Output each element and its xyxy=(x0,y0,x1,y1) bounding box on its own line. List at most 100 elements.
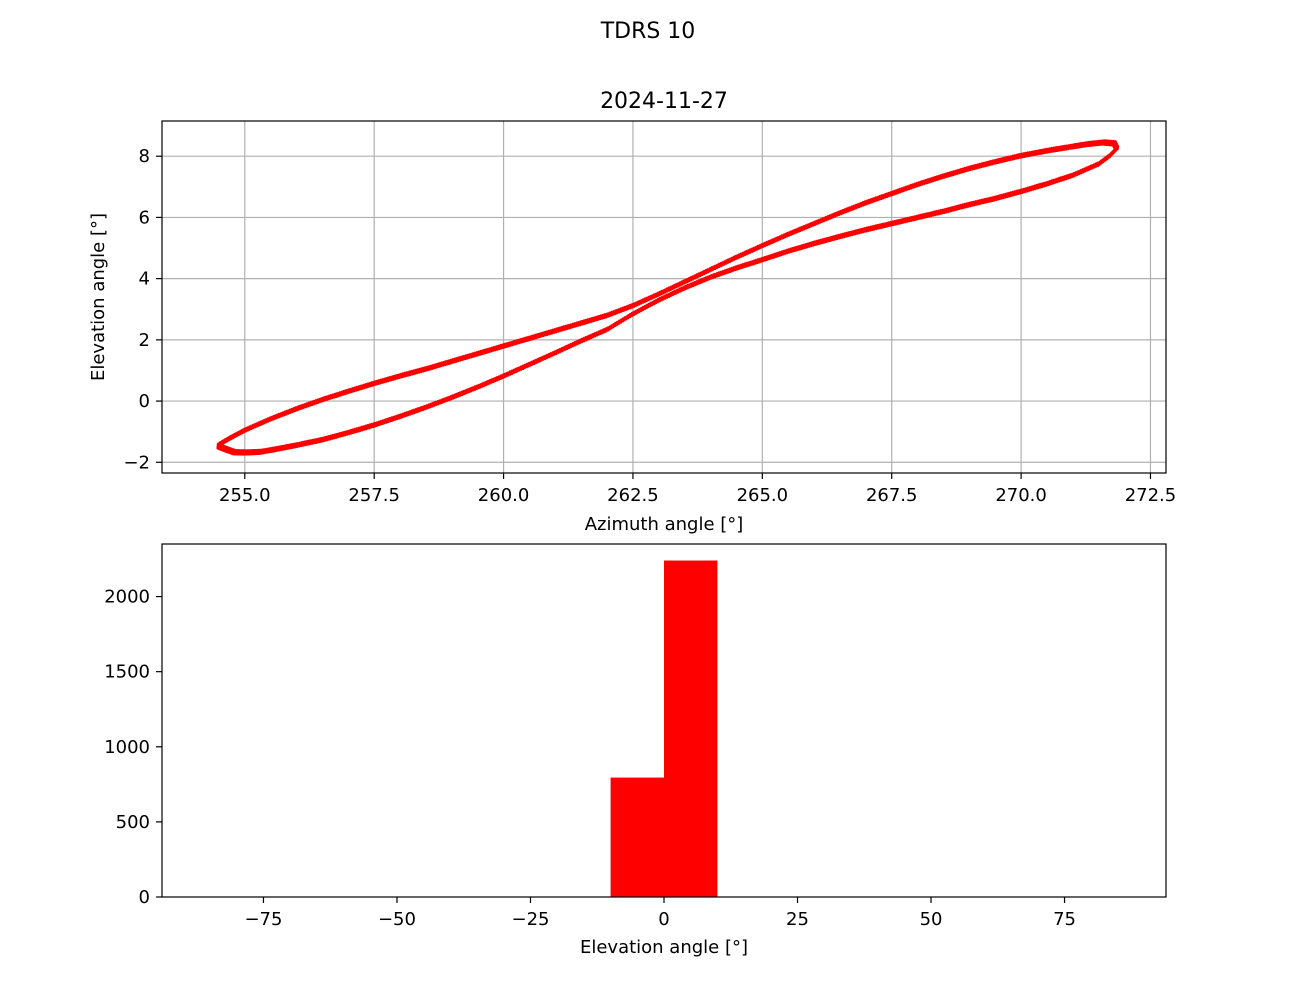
scatter-frame xyxy=(161,120,1167,474)
scatter-point xyxy=(863,200,868,205)
scatter-point xyxy=(1018,189,1024,194)
scatter-y-tick-label: 0 xyxy=(139,391,150,412)
scatter-point xyxy=(221,446,227,451)
histogram-x-tick-label: 75 xyxy=(1053,909,1076,930)
scatter-point xyxy=(1044,148,1050,153)
scatter-point xyxy=(1101,140,1107,145)
scatter-point xyxy=(579,320,584,326)
scatter-point xyxy=(372,422,377,428)
histogram-y-tick-label: 1000 xyxy=(104,737,150,758)
scatter-point xyxy=(1070,173,1076,178)
scatter-point xyxy=(320,437,325,442)
scatter-point xyxy=(423,366,429,372)
scatter-x-tick-label: 255.0 xyxy=(219,485,271,506)
scatter-point xyxy=(1106,154,1112,159)
scatter-point xyxy=(449,359,454,364)
scatter-point xyxy=(619,318,623,322)
scatter-point xyxy=(734,255,739,260)
scatter-point xyxy=(630,311,636,316)
scatter-y-tick-label: 8 xyxy=(139,146,150,167)
scatter-point xyxy=(760,243,765,248)
scatter-point xyxy=(346,430,351,435)
scatter-point xyxy=(475,351,480,356)
scatter-point xyxy=(786,248,791,254)
scatter-point xyxy=(1114,146,1120,151)
scatter-point xyxy=(863,227,868,232)
scatter-point xyxy=(656,297,661,303)
scatter-point xyxy=(423,405,429,410)
scatter-point xyxy=(708,267,713,272)
scatter-point xyxy=(242,427,247,433)
scatter-point xyxy=(889,191,894,196)
scatter-point xyxy=(397,414,403,419)
scatter-y-tick-label: 2 xyxy=(139,330,150,351)
scatter-y-tick-label: −2 xyxy=(123,452,150,473)
scatter-point xyxy=(527,362,532,367)
histogram-x-tick-label: 0 xyxy=(658,909,669,930)
scatter-point xyxy=(889,221,894,226)
scatter-point xyxy=(346,389,351,394)
scatter-point xyxy=(1018,153,1024,158)
scatter-x-ticks: 255.0 257.5 260.0 262.5 265.0 267.5 270.0 272.5 xyxy=(219,473,1176,506)
histogram-y-tick-label: 500 xyxy=(116,812,150,833)
scatter-point xyxy=(630,303,636,308)
scatter-point xyxy=(501,373,506,379)
scatter-point xyxy=(1044,181,1050,186)
figure-suptitle: TDRS 10 xyxy=(600,19,696,44)
scatter-axes: 2024-11-27 255.0 257.5 260.0 262.5 265.0 267.… xyxy=(88,89,1176,535)
scatter-point xyxy=(579,338,584,343)
scatter-point xyxy=(967,202,972,207)
histogram-x-tick-label: −25 xyxy=(511,909,549,930)
histogram-y-ticks: 0 500 1000 1500 2000 xyxy=(104,587,162,908)
scatter-point xyxy=(610,324,614,327)
scatter-point xyxy=(811,221,817,226)
histogram-axes: −75 −50 −25 0 25 50 75 0 500 1000 1500 2000 Elevat… xyxy=(104,543,1167,958)
scatter-point xyxy=(915,215,920,220)
scatter-x-tick-label: 262.5 xyxy=(607,485,659,506)
scatter-point xyxy=(915,182,920,187)
scatter-y-tick-label: 6 xyxy=(139,207,150,228)
scatter-point xyxy=(1086,141,1091,147)
scatter-x-tick-label: 260.0 xyxy=(478,485,530,506)
scatter-point xyxy=(258,449,263,455)
scatter-point xyxy=(553,328,558,333)
scatter-point xyxy=(616,320,619,324)
scatter-point xyxy=(708,274,713,280)
scatter-point xyxy=(993,159,998,164)
scatter-point xyxy=(1096,161,1101,167)
histogram-x-tick-label: 50 xyxy=(920,909,943,930)
histogram-x-tick-label: −75 xyxy=(244,909,282,930)
histogram-y-tick-label: 0 xyxy=(139,887,150,908)
scatter-point xyxy=(1070,144,1076,149)
histogram-y-tick-label: 2000 xyxy=(104,587,150,608)
scatter-point xyxy=(501,343,506,349)
scatter-point xyxy=(216,442,222,447)
scatter-x-tick-label: 270.0 xyxy=(995,485,1047,506)
histogram-bar xyxy=(664,560,718,897)
histogram-x-tick-label: −50 xyxy=(378,909,416,930)
scatter-point xyxy=(627,314,630,317)
scatter-point xyxy=(449,395,454,400)
scatter-point xyxy=(623,316,626,319)
scatter-point xyxy=(294,406,299,411)
scatter-point xyxy=(242,450,247,455)
scatter-point xyxy=(941,209,946,214)
scatter-y-axis-label: Elevation angle [°] xyxy=(88,213,109,381)
scatter-point xyxy=(294,442,299,448)
scatter-point xyxy=(941,173,946,179)
scatter-point xyxy=(811,241,817,246)
scatter-x-tick-label: 272.5 xyxy=(1125,485,1177,506)
scatter-point xyxy=(268,416,273,421)
scatter-point xyxy=(760,257,765,262)
scatter-point xyxy=(837,210,843,215)
scatter-point xyxy=(656,291,661,297)
scatter-point xyxy=(604,313,610,318)
scatter-y-ticks: −2 0 2 4 6 8 xyxy=(123,146,162,473)
histogram-bar xyxy=(610,777,664,897)
scatter-point xyxy=(320,397,325,402)
scatter-point xyxy=(475,384,480,390)
histogram-x-axis-label: Elevation angle [°] xyxy=(580,937,748,958)
scatter-point xyxy=(993,196,998,201)
scatter-point xyxy=(604,327,610,332)
